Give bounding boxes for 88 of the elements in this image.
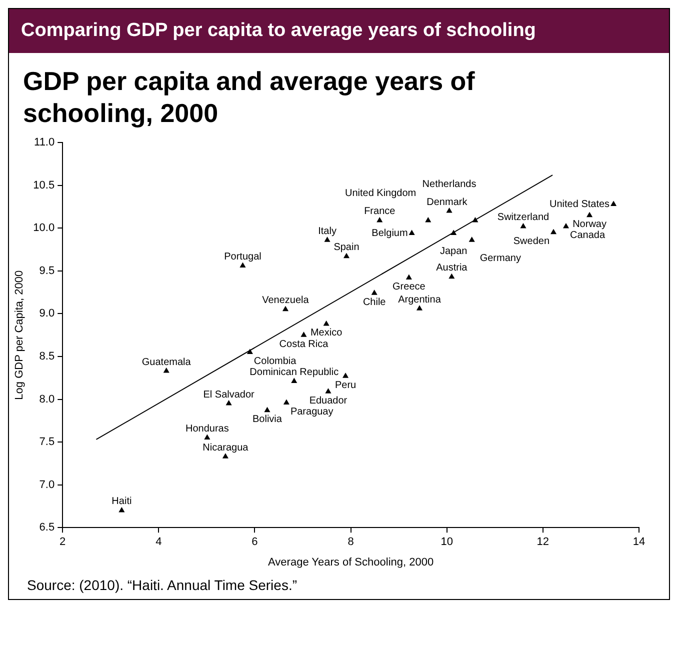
point (324, 237, 330, 242)
point (164, 368, 170, 373)
data-label: Canada (570, 230, 606, 242)
y-tick-label: 9.0 (39, 308, 55, 320)
point (264, 407, 270, 412)
data-label: Germany (480, 252, 521, 264)
x-tick-label: 2 (60, 536, 66, 548)
data-label: Argentina (398, 294, 442, 306)
point (416, 306, 422, 310)
data-label: United States (550, 198, 610, 210)
point (282, 306, 288, 312)
y-axis-title: Log GDP per Capita, 2000 (14, 270, 26, 400)
point (520, 223, 526, 228)
point (324, 320, 329, 326)
data-label: Peru (334, 380, 356, 391)
point (240, 262, 246, 268)
point (425, 217, 431, 222)
data-label: Mexico (310, 328, 343, 339)
point (204, 434, 210, 440)
x-tick-label: 6 (252, 536, 258, 548)
point (586, 212, 592, 218)
data-label: Haiti (112, 496, 132, 508)
y-tick-label: 6.5 (39, 522, 55, 534)
point (563, 223, 569, 228)
x-tick-label: 12 (536, 536, 550, 548)
data-label: Paraguay (290, 406, 334, 418)
data-label: Norway (572, 219, 606, 230)
data-label: United Kingdom (344, 188, 416, 200)
point (450, 230, 456, 236)
data-label: Spain (334, 242, 360, 254)
data-label: Honduras (186, 424, 229, 435)
data-label: Denmark (426, 197, 468, 208)
point (301, 332, 306, 337)
chart-subtitle: GDP per capita and average years of schooling, 2000 (22, 65, 476, 130)
point (344, 253, 350, 258)
data-label: Austria (436, 262, 468, 274)
chart-title: Comparing GDP per capita to average years of schooling (9, 9, 669, 53)
point (372, 290, 378, 295)
data-label: Nicaragua (202, 442, 249, 454)
point (222, 454, 228, 458)
point (291, 378, 297, 384)
data-label: Greece (392, 282, 426, 293)
data-label: Belgium (372, 228, 408, 240)
data-label: Portugal (224, 252, 262, 263)
point (610, 201, 616, 206)
point (409, 230, 414, 236)
y-tick-label: 11.0 (34, 136, 55, 149)
y-tick-label: 10.5 (33, 179, 55, 192)
data-label: Italy (318, 226, 336, 237)
y-tick-label: 8.5 (39, 350, 55, 363)
data-label: Chile (362, 296, 386, 308)
x-tick-label: 14 (632, 536, 646, 548)
x-tick-label: 10 (440, 536, 453, 548)
point (284, 400, 290, 404)
point (472, 217, 478, 222)
point (226, 400, 232, 406)
point (247, 349, 253, 354)
data-label: Japan (440, 246, 468, 258)
point (469, 237, 475, 242)
data-label: Guatemala (142, 356, 192, 368)
data-label: Bolivia (252, 414, 282, 426)
data-label: El Salvador (203, 389, 256, 400)
point (449, 274, 454, 279)
data-label: Switzerland (497, 212, 550, 224)
y-tick-label: 10.0 (33, 222, 55, 234)
data-label: France (364, 206, 396, 218)
x-tick-label: 8 (348, 536, 354, 548)
data-label: Colombia (254, 356, 297, 367)
y-tick-label: 7.0 (39, 478, 55, 491)
point (326, 388, 331, 394)
point (119, 507, 124, 512)
point (376, 217, 382, 222)
point (406, 274, 412, 280)
x-axis-title: Average Years of Schooling, 2000 (268, 556, 434, 568)
data-label: Costa Rica (279, 338, 329, 350)
y-tick-label: 9.5 (39, 264, 55, 277)
data-label: Netherlands (422, 178, 476, 190)
y-tick-label: 8.0 (39, 393, 55, 406)
data-label: Dominican Republic (250, 367, 339, 378)
data-label: Eduador (309, 395, 348, 406)
point (550, 229, 556, 234)
point (342, 373, 348, 378)
data-label: Sweden (513, 236, 550, 248)
source-note: Source: (2010). “Haiti. Annual Time Series.” (26, 576, 298, 595)
y-tick-label: 7.5 (39, 436, 55, 448)
x-tick-label: 4 (156, 536, 162, 548)
data-label: Venezuela (262, 295, 310, 306)
point (446, 208, 452, 213)
